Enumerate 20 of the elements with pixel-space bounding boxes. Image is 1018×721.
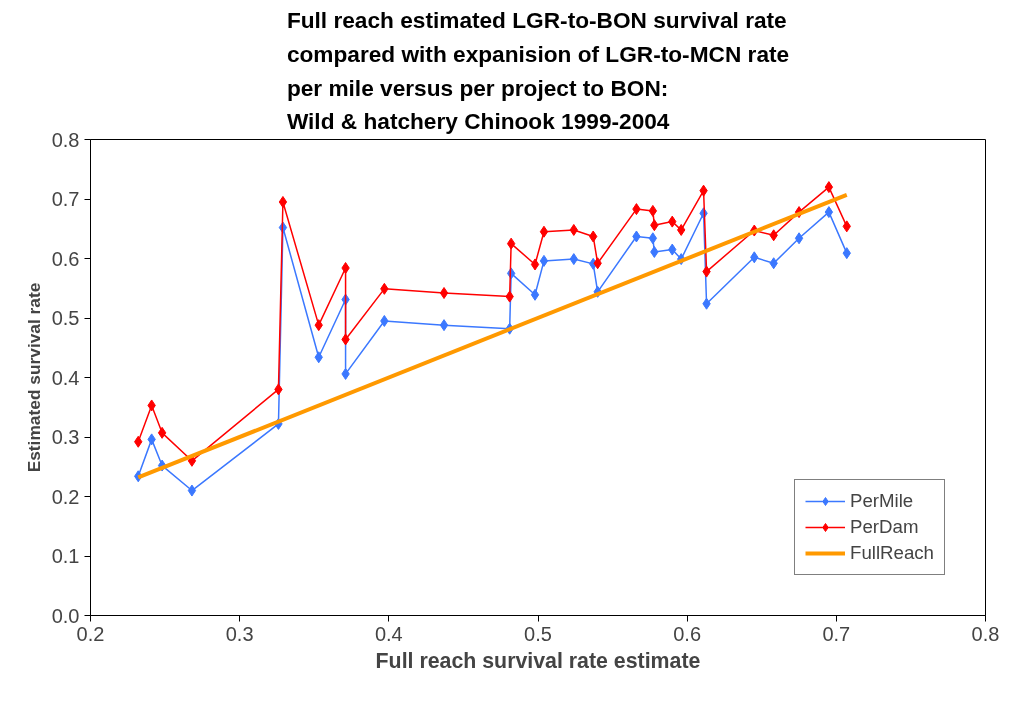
x-tick-label: 0.8 [971, 622, 1000, 645]
y-tick-label: 0.1 [51, 545, 80, 567]
y-tick-label: 0.4 [51, 366, 80, 389]
legend-label: FullReach [850, 542, 934, 564]
x-tick-label: 0.4 [374, 622, 403, 645]
x-axis-title: Full reach survival rate estimate [375, 648, 701, 673]
y-tick-label: 0.8 [51, 128, 80, 151]
legend-label: PerMile [850, 490, 914, 512]
x-tick-label: 0.7 [822, 622, 851, 645]
x-tick-label: 0.3 [225, 622, 254, 645]
y-axis-title: Estimated survival rate [23, 282, 44, 473]
legend-label: PerDam [850, 516, 919, 538]
y-tick-label: 0.6 [51, 247, 80, 270]
x-tick-label: 0.5 [524, 622, 552, 645]
y-tick-label: 0.2 [51, 485, 80, 508]
chart-title: Full reach estimated LGR-to-BON survival rate compared with expanision of LGR-to-MCN rate per mile versus per project to BON: Wild & hatchery Chinook 1999-2004 [286, 7, 790, 135]
y-tick-label: 0.7 [51, 188, 80, 210]
y-tick-label: 0.5 [51, 307, 80, 329]
y-tick-label: 0.3 [51, 426, 80, 448]
x-tick-label: 0.6 [673, 622, 702, 645]
